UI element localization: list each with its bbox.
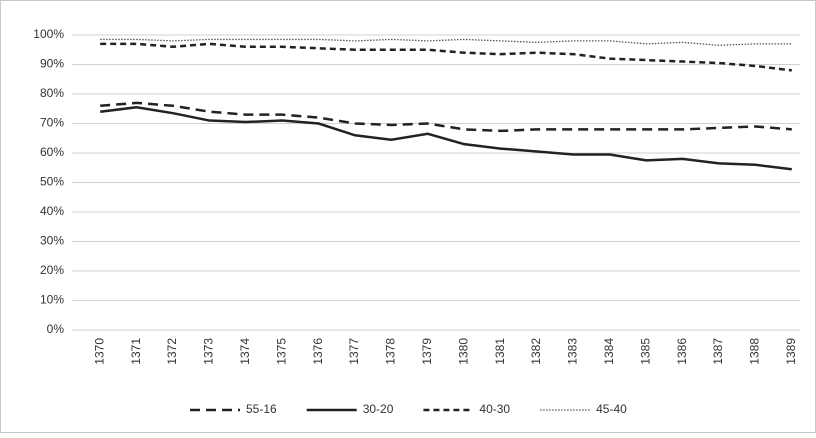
y-tick-label: 100%	[33, 27, 64, 41]
x-tick-label: 1378	[384, 338, 398, 365]
series-line	[100, 101, 792, 133]
series-line	[100, 38, 792, 46]
x-tick-label: 1383	[566, 338, 580, 365]
y-tick-label: 70%	[40, 116, 64, 130]
x-tick-label: 1379	[420, 338, 434, 365]
x-tick-label: 1385	[638, 338, 652, 365]
legend-label: 30-20	[363, 402, 394, 416]
x-tick-label: 1370	[92, 338, 106, 365]
x-tick-label: 1380	[456, 338, 470, 365]
y-tick-label: 0%	[47, 322, 65, 336]
y-tick-label: 10%	[40, 293, 64, 307]
y-tick-label: 20%	[40, 263, 64, 277]
legend-label: 40-30	[479, 402, 510, 416]
x-tick-label: 1389	[784, 338, 798, 365]
legend-label: 45-40	[596, 402, 627, 416]
y-tick-label: 90%	[40, 57, 64, 71]
x-tick-label: 1388	[748, 338, 762, 365]
x-tick-label: 1377	[347, 338, 361, 365]
x-tick-label: 1384	[602, 338, 616, 365]
x-tick-label: 1376	[311, 338, 325, 365]
series-line	[100, 42, 792, 72]
x-tick-label: 1387	[711, 338, 725, 365]
legend-label: 55-16	[246, 402, 277, 416]
y-tick-label: 80%	[40, 86, 64, 100]
x-tick-label: 1374	[238, 338, 252, 365]
y-tick-label: 50%	[40, 175, 64, 189]
x-tick-label: 1375	[274, 338, 288, 365]
y-tick-label: 30%	[40, 234, 64, 248]
x-tick-label: 1386	[675, 338, 689, 365]
x-tick-label: 1382	[529, 338, 543, 365]
x-tick-label: 1381	[493, 338, 507, 365]
x-tick-label: 1373	[202, 338, 216, 365]
x-tick-label: 1371	[129, 338, 143, 365]
series-line	[100, 106, 792, 171]
y-tick-label: 40%	[40, 204, 64, 218]
y-tick-label: 60%	[40, 145, 64, 159]
x-tick-label: 1372	[165, 338, 179, 365]
